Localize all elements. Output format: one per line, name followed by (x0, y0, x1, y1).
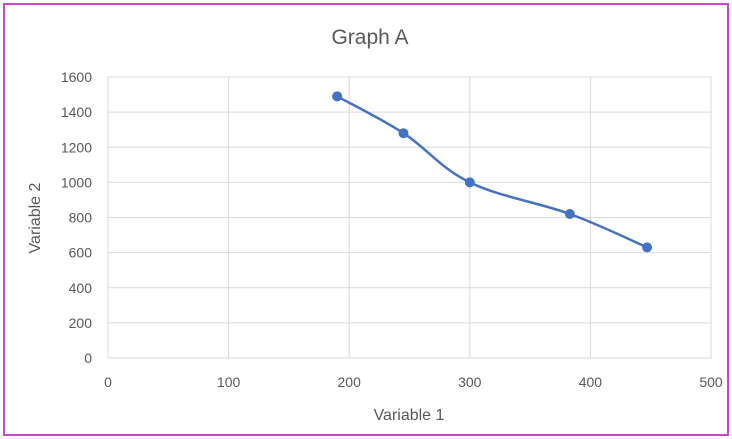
x-tick-label: 500 (699, 374, 723, 390)
y-tick-label: 400 (69, 280, 93, 296)
y-tick-label: 1200 (61, 139, 92, 155)
series-line (335, 95, 649, 249)
y-tick-label: 800 (69, 210, 93, 226)
chart-title: Graph A (331, 26, 408, 49)
data-point (564, 208, 575, 219)
x-tick-label: 100 (217, 374, 241, 390)
data-point (398, 128, 409, 139)
x-tick-label: 300 (458, 374, 482, 390)
y-tick-label: 1000 (61, 174, 92, 190)
y-tick-label: 1400 (61, 104, 92, 120)
y-axis-label: Variable 2 (27, 182, 44, 253)
data-point (464, 177, 475, 188)
y-tick-label: 200 (69, 315, 93, 331)
x-axis-label: Variable 1 (374, 407, 445, 424)
data-point (642, 242, 653, 253)
x-tick-label: 400 (579, 374, 603, 390)
y-tick-label: 0 (84, 350, 92, 366)
x-tick-label: 200 (338, 374, 362, 390)
y-tick-label: 1600 (61, 69, 92, 85)
x-tick-label: 0 (104, 374, 112, 390)
y-tick-label: 600 (69, 245, 93, 261)
tick-labels: 0 200 400 600 800 1000 1200 1400 1600 0 100 200 300 4… (61, 69, 723, 390)
chart-frame (3, 3, 729, 436)
grid-lines (107, 76, 712, 359)
data-point (332, 91, 343, 102)
series-layer (332, 91, 653, 253)
